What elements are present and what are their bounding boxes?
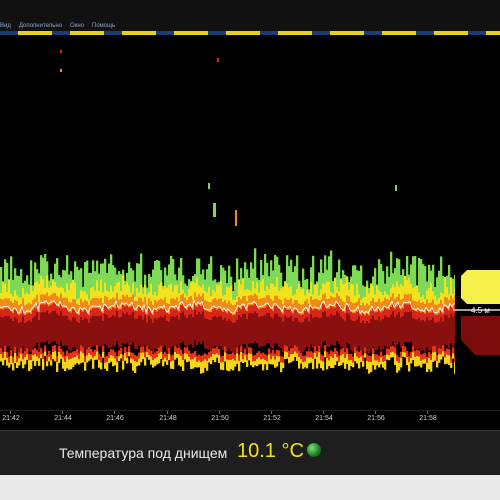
echo-speck [213, 203, 216, 217]
depth-indicator [453, 270, 500, 355]
time-tick: 21:52 [263, 415, 281, 422]
menu-item-extra[interactable]: Дополнительно [18, 23, 63, 29]
menu-item-help[interactable]: Помощь [92, 23, 116, 29]
time-tick: 21:46 [106, 415, 124, 422]
depth-value: 4.5 м [471, 306, 490, 315]
echo-speck [395, 185, 397, 191]
menu-item-window[interactable]: Окно [70, 23, 84, 29]
echo-speck [217, 58, 219, 62]
temperature-value: 10.1 °C [237, 440, 304, 462]
echo-speck [235, 210, 237, 226]
time-tick: 21:56 [367, 415, 385, 422]
depth-indicator-top [461, 270, 500, 304]
bottom-trace-line [0, 298, 455, 315]
time-tick: 21:54 [315, 415, 333, 422]
menu-item-view[interactable]: Вид [0, 23, 11, 29]
time-axis: 21:42 21:44 21:46 21:48 21:50 21:52 21:5… [0, 410, 500, 431]
echogram-returns [0, 248, 455, 374]
time-tick: 21:50 [211, 415, 229, 422]
temperature-label: Температура под днищем [59, 445, 228, 461]
menu-bar: Вид Дополнительно Окно Помощь [0, 0, 500, 34]
status-led-icon [306, 442, 322, 458]
scale-stripe [0, 31, 500, 35]
time-tick: 21:44 [54, 415, 72, 422]
echo-speck [60, 50, 62, 53]
echogram-canvas[interactable] [0, 35, 455, 410]
depth-indicator-bottom [461, 316, 500, 355]
time-tick: 21:42 [2, 415, 20, 422]
status-panel: Температура под днищем 10.1 °C [0, 430, 500, 476]
echo-speck [208, 183, 210, 189]
menu: Вид Дополнительно Окно Помощь [0, 22, 115, 31]
echo-speck [60, 69, 62, 72]
time-tick: 21:48 [159, 415, 177, 422]
time-tick: 21:58 [419, 415, 437, 422]
bottom-strip [0, 475, 500, 500]
